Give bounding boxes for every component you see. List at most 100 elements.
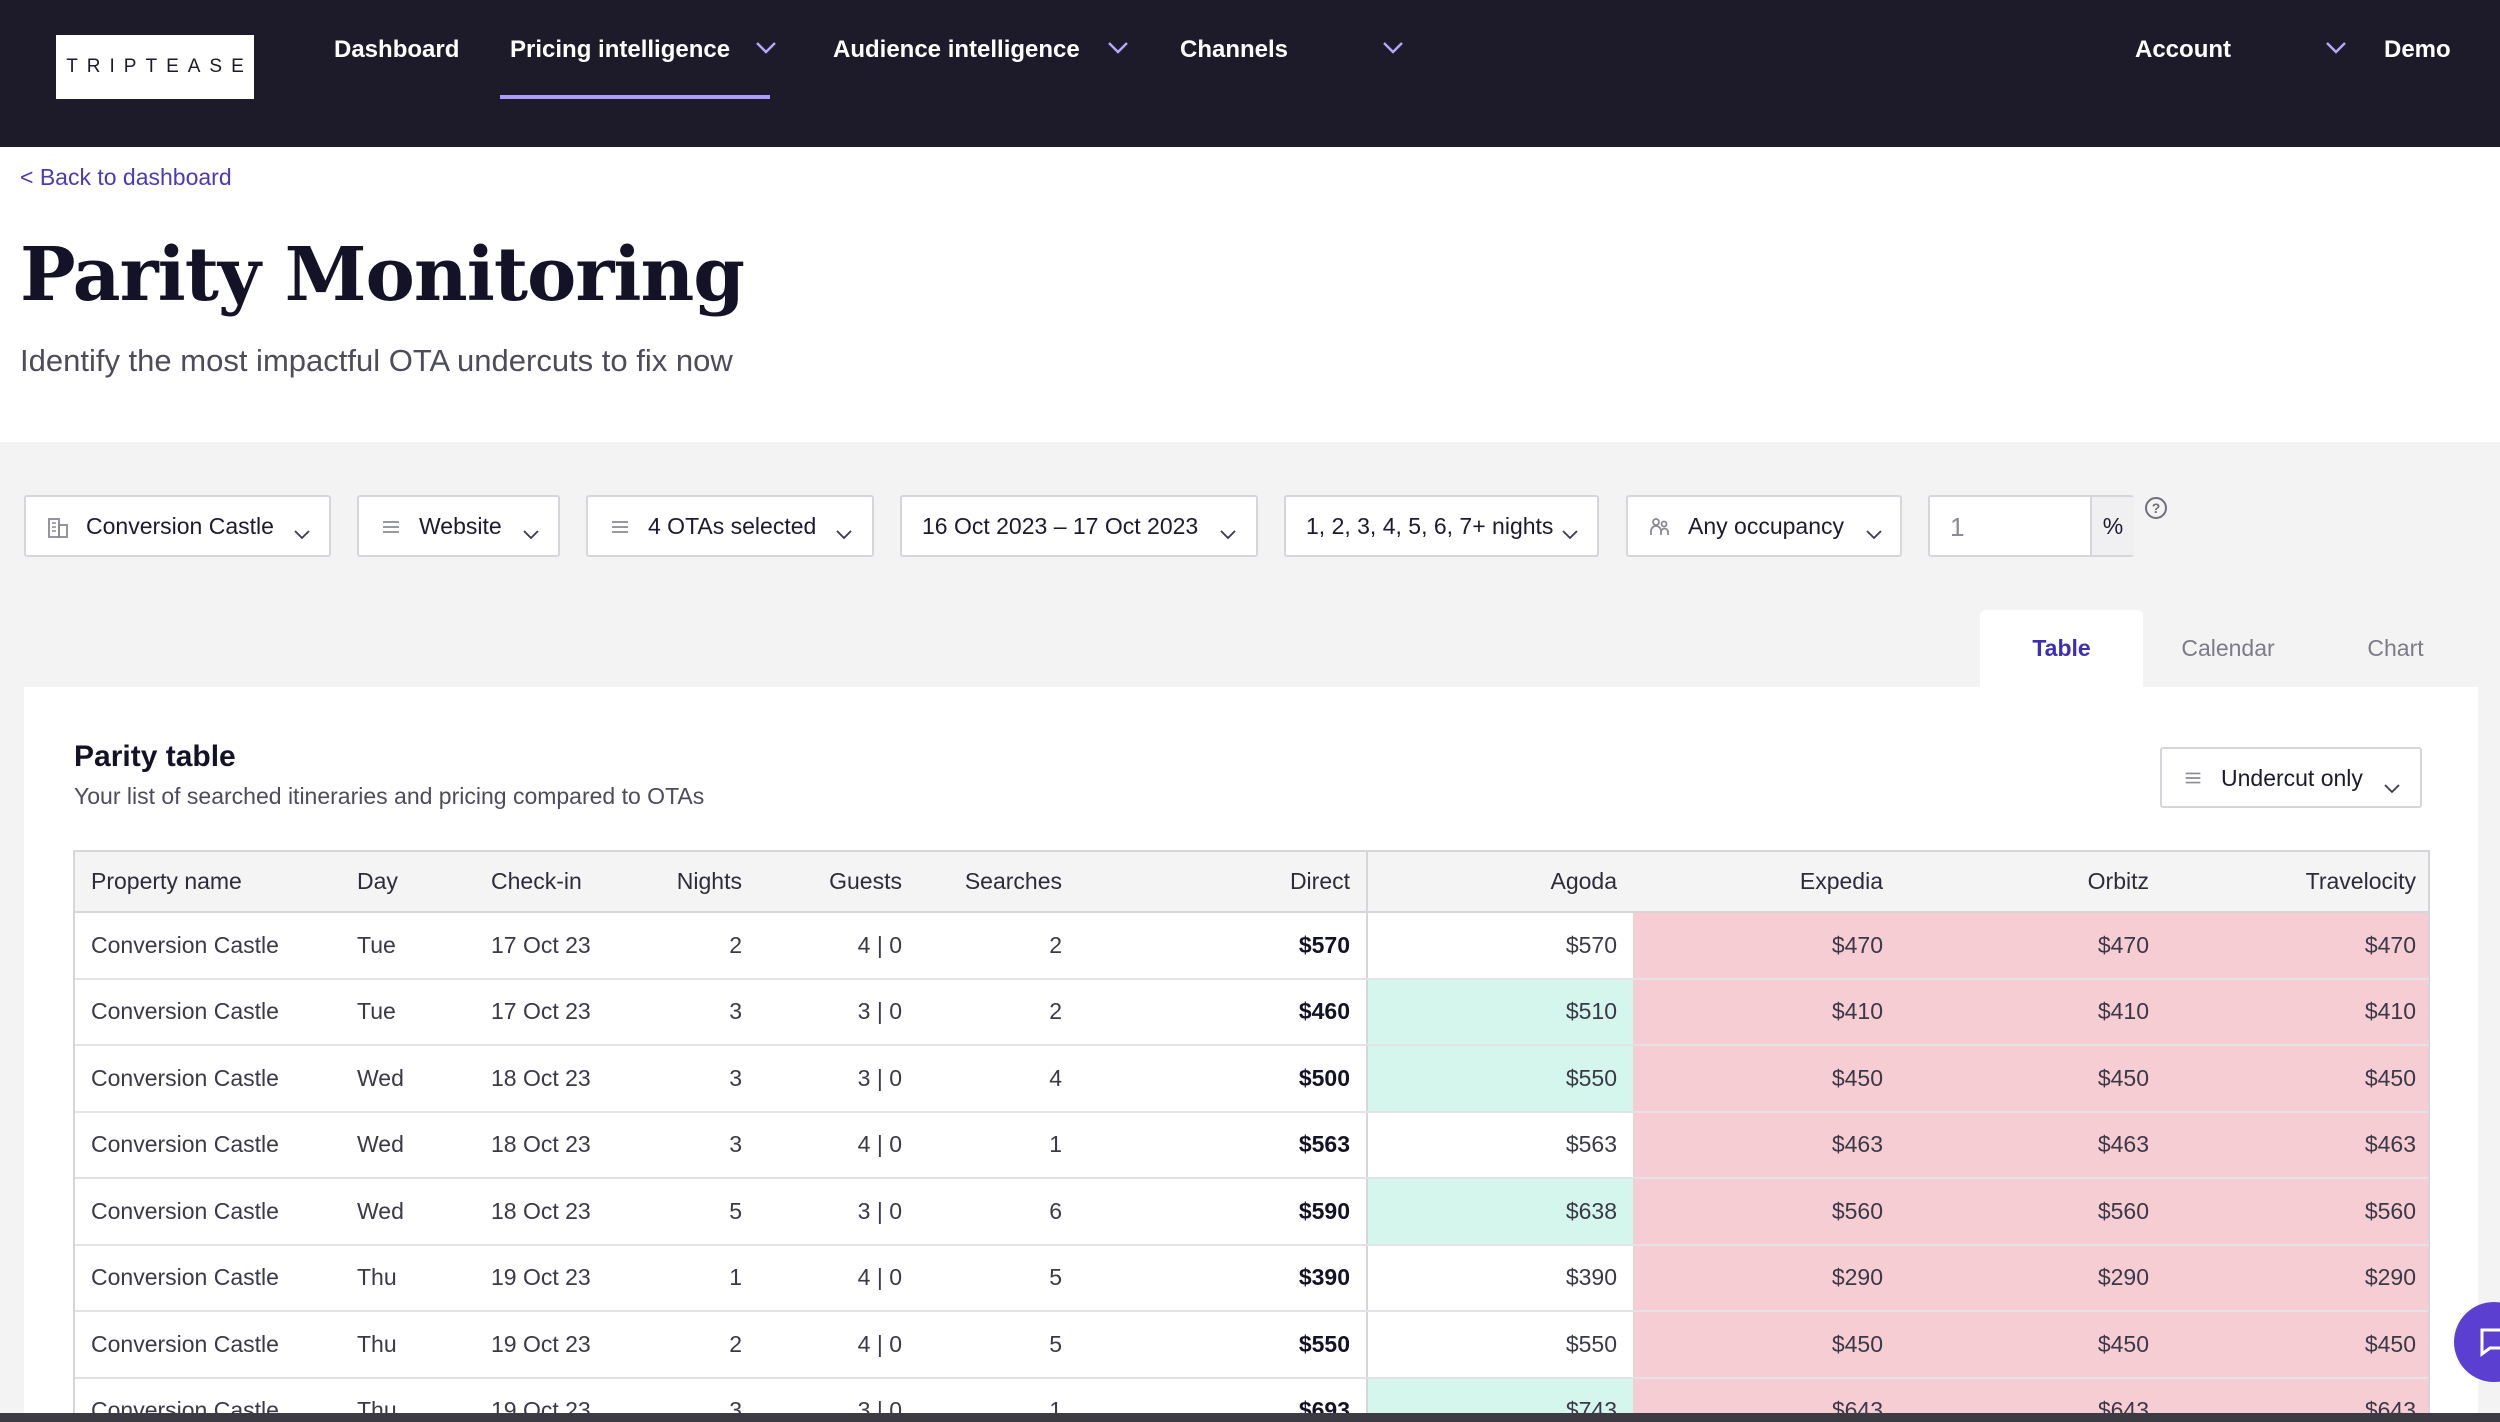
cell-day: Wed [341,1045,475,1113]
cell-checkin: 18 Oct 23 [475,1178,635,1246]
cell-day: Tue [341,978,475,1046]
nav-pricing-intelligence[interactable]: Pricing intelligence [510,0,776,100]
list-icon [608,515,632,539]
cell-checkin: 17 Oct 23 [475,978,635,1046]
cell-orbitz: $410 [1899,978,2165,1046]
nav-demo[interactable]: Demo [2384,36,2451,63]
col-header-expedia[interactable]: Expedia [1633,852,1899,913]
cell-expedia: $450 [1633,1311,1899,1379]
chevron-down-icon [756,42,776,58]
date-range-filter[interactable]: 16 Oct 2023 – 17 Oct 2023 [900,495,1258,557]
cell-nights: 2 [635,912,758,980]
nav-audience-label: Audience intelligence [833,36,1080,63]
cell-agoda: $550 [1367,1045,1633,1113]
table-row[interactable]: Conversion Castle Tue 17 Oct 23 2 4 | 0 2 $570… [75,912,2428,980]
occupancy-filter[interactable]: Any occupancy [1626,495,1902,557]
active-nav-indicator [500,95,770,99]
cell-expedia: $450 [1633,1045,1899,1113]
chevron-down-icon [1107,42,1128,58]
cell-day: Wed [341,1111,475,1179]
chat-icon [2480,1328,2500,1357]
cell-orbitz: $560 [1899,1178,2165,1246]
cell-agoda: $510 [1367,978,1633,1046]
col-header-direct[interactable]: Direct [1078,852,1368,913]
chevron-down-icon [2384,773,2400,800]
col-header-travelocity[interactable]: Travelocity [2165,852,2428,913]
cell-expedia: $290 [1633,1244,1899,1312]
nav-audience-intelligence[interactable]: Audience intelligence [833,0,1128,100]
cell-expedia: $470 [1633,912,1899,980]
threshold-input[interactable]: 1 % [1928,495,2134,557]
table-row[interactable]: Conversion Castle Wed 18 Oct 23 3 4 | 0 1 $563… [75,1111,2428,1179]
cell-nights: 3 [635,1111,758,1179]
nav-pricing-label: Pricing intelligence [510,36,731,63]
table-row[interactable]: Conversion Castle Thu 19 Oct 23 1 4 | 0 5 $390… [75,1244,2428,1312]
list-icon [379,515,403,539]
nights-filter-label: 1, 2, 3, 4, 5, 6, 7+ nights [1306,512,1554,539]
cell-day: Tue [341,912,475,980]
cell-direct: $500 [1078,1045,1368,1113]
col-header-agoda[interactable]: Agoda [1367,852,1633,913]
tab-calendar[interactable]: Calendar [2181,635,2275,661]
col-header-orbitz[interactable]: Orbitz [1899,852,2165,913]
cell-guests: 3 | 0 [758,978,918,1046]
cell-direct: $390 [1078,1244,1368,1312]
col-header-day[interactable]: Day [341,852,475,913]
nav-channels[interactable]: Channels [1180,0,1403,100]
tab-chart[interactable]: Chart [2367,635,2424,661]
ota-filter[interactable]: 4 OTAs selected [586,495,874,557]
col-header-guests[interactable]: Guests [758,852,918,913]
cell-agoda: $570 [1367,912,1633,980]
cell-nights: 2 [635,1311,758,1379]
cell-guests: 3 | 0 [758,1178,918,1246]
cell-direct: $460 [1078,978,1368,1046]
cell-nights: 5 [635,1178,758,1246]
channel-filter[interactable]: Website [357,495,560,557]
cell-searches: 5 [918,1311,1078,1379]
chevron-down-icon [523,519,539,546]
cell-orbitz: $450 [1899,1045,2165,1113]
cell-checkin: 18 Oct 23 [475,1045,635,1113]
cell-travelocity: $470 [2165,912,2428,980]
nights-filter[interactable]: 1, 2, 3, 4, 5, 6, 7+ nights [1284,495,1599,557]
cell-agoda: $550 [1367,1311,1633,1379]
back-to-dashboard-link[interactable]: < Back to dashboard [20,164,232,190]
tab-table[interactable]: Table [1980,610,2143,687]
col-header-nights[interactable]: Nights [635,852,758,913]
table-row[interactable]: Conversion Castle Wed 18 Oct 23 3 3 | 0 4 $500… [75,1045,2428,1113]
table-row[interactable]: Conversion Castle Tue 17 Oct 23 3 3 | 0 2 $460… [75,978,2428,1046]
cell-searches: 5 [918,1244,1078,1312]
triptease-logo[interactable]: TRIPTEASE [56,35,254,99]
cell-orbitz: $470 [1899,912,2165,980]
cell-direct: $550 [1078,1311,1368,1379]
chevron-down-icon [836,519,852,546]
table-header-row: Property name Day Check-in Nights Guests… [75,852,2428,913]
chevron-down-icon [294,519,310,546]
list-icon [2182,767,2204,795]
cell-travelocity: $450 [2165,1045,2428,1113]
cell-checkin: 18 Oct 23 [475,1111,635,1179]
building-icon [46,515,70,539]
col-header-searches[interactable]: Searches [918,852,1078,913]
cell-day: Wed [341,1178,475,1246]
card-subtitle: Your list of searched itineraries and pr… [74,783,705,809]
cell-expedia: $410 [1633,978,1899,1046]
cell-day: Thu [341,1311,475,1379]
cell-property: Conversion Castle [75,1045,341,1113]
nav-account[interactable]: Account [2135,0,2346,100]
col-header-checkin[interactable]: Check-in [475,852,635,913]
cell-agoda: $638 [1367,1178,1633,1246]
cell-searches: 6 [918,1178,1078,1246]
undercut-filter-dropdown[interactable]: Undercut only [2160,747,2422,808]
table-row[interactable]: Conversion Castle Wed 18 Oct 23 5 3 | 0 6 $590… [75,1178,2428,1246]
cell-searches: 2 [918,978,1078,1046]
property-filter[interactable]: Conversion Castle [24,495,331,557]
card-title: Parity table [74,740,236,773]
cell-checkin: 19 Oct 23 [475,1311,635,1379]
nav-dashboard[interactable]: Dashboard [334,36,460,63]
cell-travelocity: $410 [2165,978,2428,1046]
col-header-property[interactable]: Property name [75,852,341,913]
occupancy-filter-label: Any occupancy [1688,512,1844,539]
help-icon[interactable]: ? [2145,497,2167,519]
table-row[interactable]: Conversion Castle Thu 19 Oct 23 2 4 | 0 5 $550… [75,1311,2428,1379]
